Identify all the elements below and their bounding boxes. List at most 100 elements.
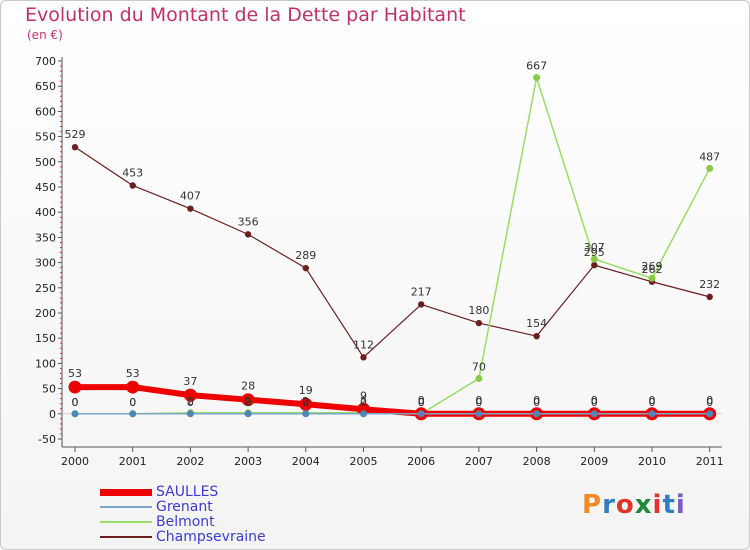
data-label-saulles: 9 (360, 389, 367, 402)
point-belmont (648, 274, 656, 282)
point-champsevraine (533, 332, 540, 340)
y-tick-label: 300 (35, 257, 56, 270)
point-grenant (71, 410, 79, 418)
point-belmont (590, 255, 598, 263)
data-label-grenant: 0 (649, 396, 656, 409)
x-tick-label: 2000 (61, 455, 89, 468)
legend-swatch-belmont (100, 521, 152, 523)
y-tick-label: 700 (35, 55, 56, 68)
legend-label-saulles: SAULLES (156, 484, 219, 500)
series-layer (68, 74, 717, 421)
point-belmont (475, 375, 483, 383)
data-label-grenant: 0 (533, 396, 540, 409)
chart-title: Evolution du Montant de la Dette par Hab… (25, 4, 466, 26)
axes: -500501001502002503003504004505005506006… (35, 55, 724, 468)
proxiti-logo: Proxiti (582, 490, 686, 520)
y-tick-label: 250 (35, 282, 56, 295)
data-label-champsevraine: 289 (295, 249, 316, 262)
y-tick-label: 50 (42, 383, 56, 396)
point-grenant (648, 410, 656, 418)
logo-letter: i (652, 490, 663, 520)
legend-label-belmont: Belmont (156, 514, 215, 530)
point-belmont (706, 164, 714, 172)
data-label-belmont: 269 (642, 260, 663, 273)
logo-letter: o (615, 490, 635, 520)
y-tick-label: 600 (35, 105, 56, 118)
y-tick-label: 500 (35, 156, 56, 169)
point-grenant (417, 410, 425, 418)
x-tick-label: 2010 (638, 455, 666, 468)
data-label-champsevraine: 356 (238, 215, 259, 228)
data-label-champsevraine: 407 (180, 190, 201, 203)
point-belmont (533, 74, 541, 82)
data-label-grenant: 0 (129, 396, 136, 409)
series-line-champsevraine (74, 146, 710, 358)
data-label-belmont: 0 (129, 396, 136, 409)
data-label-saulles: 0 (418, 394, 425, 407)
data-label-belmont: 0 (418, 396, 425, 409)
logo-letter: t (662, 490, 676, 520)
data-label-saulles: 0 (533, 394, 540, 407)
x-tick-label: 2004 (292, 455, 320, 468)
data-label-belmont: 2 (360, 395, 367, 408)
point-saulles (126, 380, 140, 394)
point-saulles (68, 380, 82, 394)
point-champsevraine (187, 205, 194, 212)
point-saulles (241, 393, 255, 407)
point-grenant (302, 410, 310, 418)
point-saulles (183, 388, 197, 402)
data-label-grenant: 0 (302, 396, 309, 409)
y-tick-label: -50 (38, 433, 56, 446)
logo-letter: P (582, 490, 603, 520)
y-tick-label: 350 (35, 231, 56, 244)
data-label-saulles: 0 (591, 394, 598, 407)
data-label-saulles: 0 (475, 394, 482, 407)
x-tick-label: 2011 (696, 455, 724, 468)
point-champsevraine (302, 264, 309, 272)
data-label-champsevraine: 295 (584, 246, 605, 259)
x-tick-label: 2001 (119, 455, 147, 468)
y-tick-label: 100 (35, 357, 56, 370)
data-label-grenant: 0 (591, 396, 598, 409)
point-grenant (590, 410, 598, 418)
data-label-belmont: 0 (72, 396, 79, 409)
point-grenant (533, 410, 541, 418)
data-label-champsevraine: 180 (468, 304, 489, 317)
data-label-saulles: 19 (299, 384, 313, 397)
point-grenant (475, 410, 483, 418)
data-label-saulles: 53 (68, 367, 82, 380)
point-champsevraine (71, 143, 79, 151)
point-grenant (186, 410, 194, 418)
x-tick-label: 2003 (234, 455, 262, 468)
point-champsevraine (475, 319, 483, 327)
data-label-champsevraine: 154 (526, 317, 547, 330)
data-label-grenant: 0 (187, 396, 194, 409)
point-champsevraine (244, 231, 252, 238)
y-tick-label: 200 (35, 307, 56, 320)
logo-letter: i (675, 490, 686, 520)
point-champsevraine (706, 293, 713, 301)
data-label-grenant: 0 (360, 396, 367, 409)
point-grenant (360, 410, 367, 418)
point-champsevraine (418, 301, 425, 308)
y-tick-label: 650 (35, 80, 56, 93)
data-label-grenant: 0 (475, 396, 482, 409)
data-label-grenant: 0 (418, 396, 425, 409)
data-label-saulles: 53 (126, 367, 140, 380)
point-grenant (129, 410, 137, 418)
point-champsevraine (360, 354, 367, 361)
data-label-saulles: 0 (649, 394, 656, 407)
y-tick-label: 0 (49, 408, 56, 421)
data-label-grenant: 0 (72, 396, 79, 409)
data-label-champsevraine: 112 (353, 338, 374, 351)
data-label-saulles: 0 (706, 394, 713, 407)
logo-letter: x (634, 490, 653, 520)
point-champsevraine (591, 261, 598, 269)
point-saulles (299, 397, 313, 411)
data-label-belmont: 2 (245, 395, 252, 408)
y-tick-label: 450 (35, 181, 56, 194)
data-label-belmont: 70 (472, 361, 486, 374)
x-tick-label: 2008 (523, 455, 551, 468)
legend-swatch-champsevraine (100, 536, 152, 538)
